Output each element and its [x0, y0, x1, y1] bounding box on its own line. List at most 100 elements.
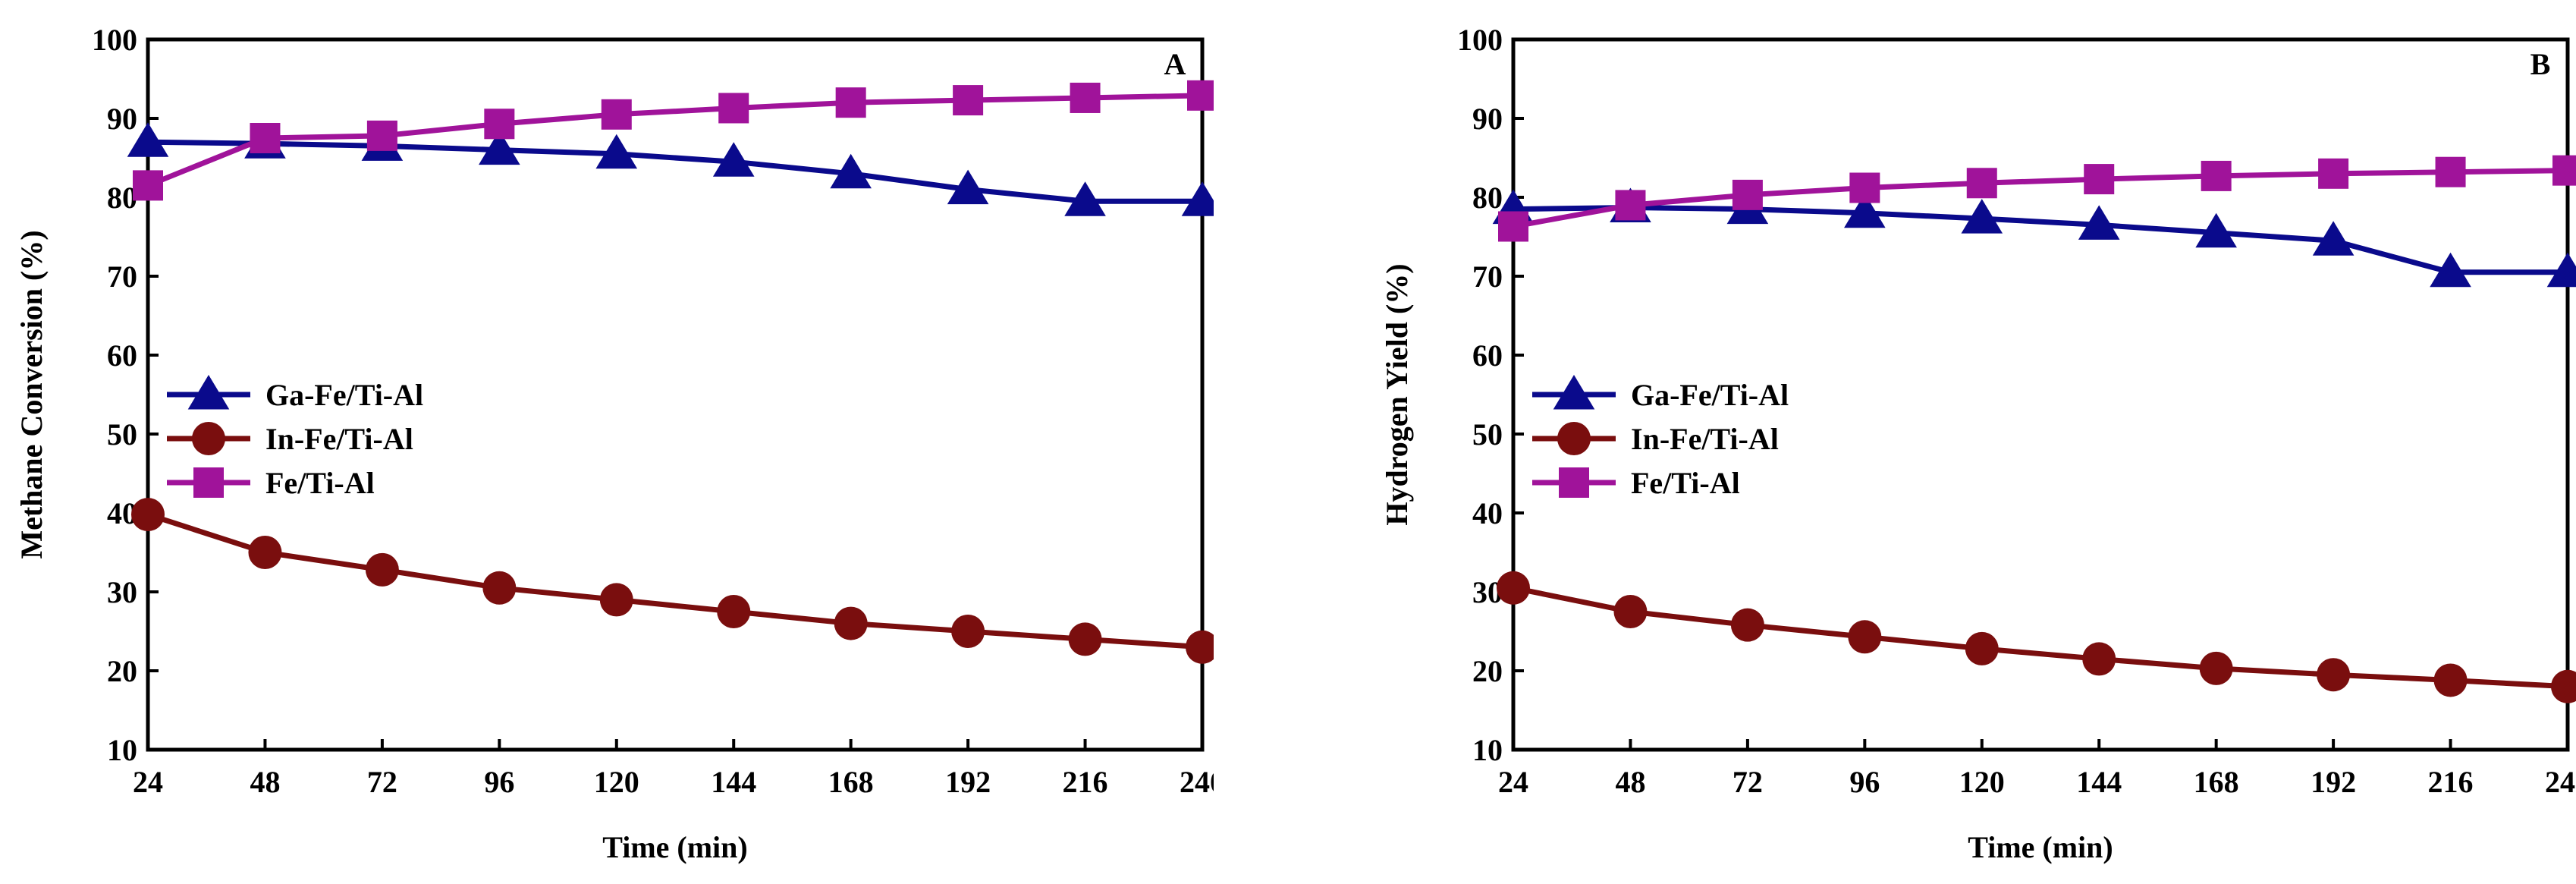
data-point — [953, 85, 984, 116]
x-tick-label: 240 — [1180, 765, 1214, 799]
series-line — [1513, 168, 2568, 229]
y-tick-label: 40 — [1472, 496, 1503, 530]
data-point — [1613, 595, 1648, 628]
data-point — [1730, 608, 1764, 642]
legend-label: Ga-Fe/Ti-Al — [265, 378, 423, 412]
data-point — [250, 123, 281, 153]
legend-label: In-Fe/Ti-Al — [265, 422, 413, 456]
series-in-fe-ti-al — [1497, 571, 2576, 703]
series-line — [1513, 585, 2568, 690]
data-point — [718, 93, 749, 124]
series-line — [146, 93, 1203, 188]
data-point — [835, 87, 866, 118]
y-axis-title: Methane Conversion (%) — [14, 230, 49, 558]
data-point — [2317, 658, 2351, 692]
y-tick-label: 80 — [107, 181, 137, 215]
data-point — [1966, 168, 1997, 199]
data-point — [601, 99, 632, 130]
data-point — [2312, 221, 2355, 256]
x-tick-label: 216 — [1063, 765, 1108, 799]
legend-entry: Fe/Ti-Al — [1532, 466, 1740, 500]
y-tick-label: 60 — [107, 338, 137, 373]
x-tick-label: 216 — [2428, 765, 2474, 799]
legend-label: In-Fe/Ti-Al — [1631, 422, 1779, 456]
data-point — [1965, 631, 1999, 665]
x-tick-label: 192 — [2311, 765, 2356, 799]
data-point — [1497, 571, 1530, 605]
x-axis-title: Time (min) — [1968, 830, 2113, 864]
data-point — [2201, 160, 2232, 191]
x-tick-label: 120 — [594, 765, 639, 799]
data-point — [2078, 205, 2120, 240]
legend-marker — [192, 422, 225, 455]
legend-entry: In-Fe/Ti-Al — [1532, 422, 1779, 456]
legend-label: Fe/Ti-Al — [265, 466, 375, 500]
legend-marker — [193, 467, 224, 498]
data-point — [2546, 252, 2576, 288]
series-line — [147, 139, 1202, 204]
legend-label: Fe/Ti-Al — [1631, 466, 1740, 500]
plot-frame — [1511, 37, 2570, 752]
x-tick-label: 24 — [1498, 765, 1528, 799]
data-point — [830, 153, 872, 189]
x-tick-label: 72 — [1733, 765, 1763, 799]
data-point — [1186, 630, 1214, 664]
y-tick-label: 10 — [107, 733, 137, 767]
x-tick-label: 24 — [133, 765, 163, 799]
data-point — [2552, 155, 2576, 186]
x-tick-label: 168 — [2194, 765, 2239, 799]
y-tick-label: 80 — [1472, 181, 1503, 215]
y-tick-label: 30 — [107, 575, 137, 609]
data-point — [2433, 663, 2468, 697]
plot-frame — [146, 37, 1205, 752]
data-point — [2318, 158, 2349, 189]
data-point — [1064, 181, 1106, 216]
data-point — [479, 130, 520, 165]
data-point — [595, 134, 638, 169]
y-tick-label: 50 — [1472, 417, 1503, 451]
data-point — [1849, 172, 1880, 203]
data-point — [365, 552, 399, 587]
y-tick-label: 20 — [1472, 654, 1503, 688]
x-tick-label: 72 — [367, 765, 397, 799]
series-in-fe-ti-al — [131, 498, 1214, 664]
series-fe-ti-al — [1498, 155, 2576, 242]
panel-label: B — [2530, 47, 2551, 81]
series-line — [1513, 205, 2568, 275]
x-tick-label: 96 — [484, 765, 514, 799]
panel-label: A — [1164, 47, 1186, 81]
legend-marker — [187, 375, 230, 410]
data-point — [1187, 80, 1214, 111]
data-point — [712, 142, 755, 177]
legend-entry: Ga-Fe/Ti-Al — [167, 375, 423, 412]
data-point — [2199, 651, 2233, 685]
x-tick-label: 120 — [1959, 765, 2005, 799]
y-axis-title: Hydrogen Yield (%) — [1380, 263, 1414, 525]
data-point — [834, 606, 868, 640]
y-tick-label: 100 — [92, 23, 137, 57]
data-point — [2084, 164, 2115, 195]
legend-label: Ga-Fe/Ti-Al — [1631, 378, 1789, 412]
data-point — [248, 536, 282, 569]
y-tick-label: 90 — [1472, 102, 1503, 136]
data-point — [1848, 620, 1882, 654]
data-point — [484, 109, 515, 140]
data-point — [717, 595, 751, 628]
y-tick-label: 70 — [107, 260, 137, 294]
data-point — [2551, 669, 2576, 703]
data-point — [1070, 82, 1101, 113]
y-tick-label: 10 — [1472, 733, 1503, 767]
data-point — [1068, 622, 1102, 656]
y-tick-label: 100 — [1457, 23, 1503, 57]
x-tick-label: 240 — [2545, 765, 2576, 799]
y-tick-label: 60 — [1472, 338, 1503, 373]
data-point — [2082, 642, 2116, 676]
x-tick-label: 144 — [2076, 765, 2122, 799]
series-fe-ti-al — [133, 80, 1214, 201]
x-tick-label: 192 — [945, 765, 991, 799]
legend-marker — [1557, 422, 1591, 455]
data-point — [1181, 181, 1214, 216]
data-point — [1498, 211, 1528, 242]
